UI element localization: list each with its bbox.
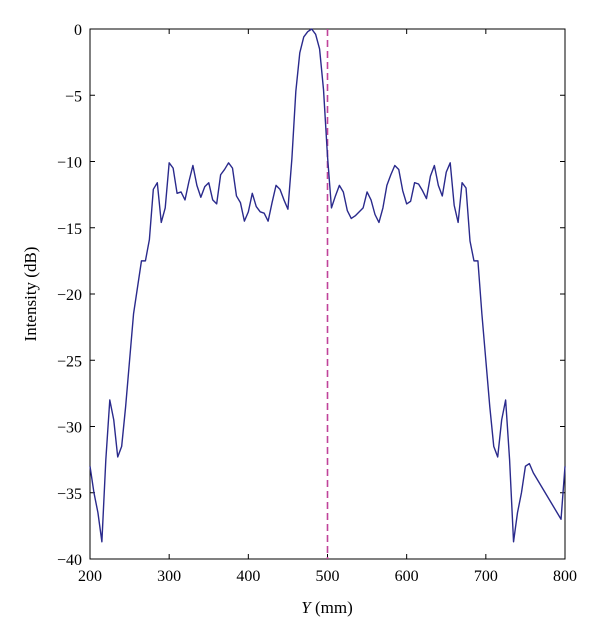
x-tick-label: 700 — [474, 568, 498, 585]
x-tick-label: 500 — [316, 568, 340, 585]
y-tick-label: −40 — [57, 552, 82, 569]
x-tick-label: 300 — [157, 568, 181, 585]
x-tick-label: 200 — [78, 568, 102, 585]
x-tick-label: 600 — [395, 568, 419, 585]
y-tick-label: −25 — [57, 353, 82, 370]
y-tick-label: −15 — [57, 221, 82, 238]
y-tick-label: −10 — [57, 155, 82, 172]
series-line — [89, 28, 566, 543]
axis-tick-labels: 200 300 400 500 600 700 800 0 −5 −10 −15 −20 −25 −30 −… — [57, 22, 577, 585]
y-tick-label: −35 — [57, 486, 82, 503]
y-tick-label: −20 — [57, 287, 82, 304]
x-tick-label: 800 — [553, 568, 577, 585]
y-tick-label: 0 — [74, 22, 82, 39]
x-axis-label: Y (mm) — [301, 598, 353, 617]
axis-ticks — [89, 28, 566, 560]
y-tick-label: −5 — [65, 88, 82, 105]
x-tick-label: 400 — [236, 568, 260, 585]
y-axis-label: Intensity (dB) — [21, 247, 40, 342]
y-tick-label: −30 — [57, 420, 82, 437]
